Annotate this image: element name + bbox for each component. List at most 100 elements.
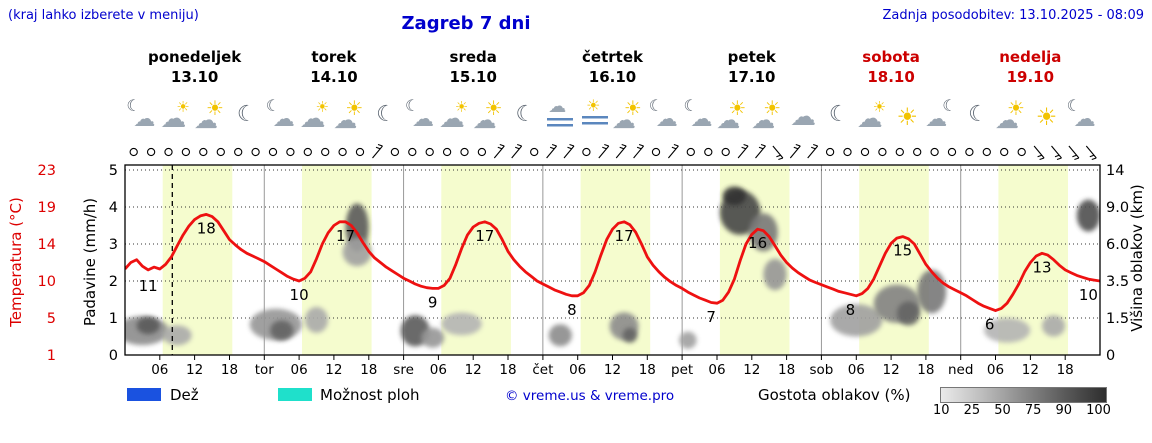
cloud-glyph: ☁ bbox=[272, 107, 295, 132]
menu-hint: (kraj lahko izberete v meniju) bbox=[8, 8, 199, 23]
cloud-glyph: ☁ bbox=[1073, 107, 1096, 132]
sun-glyph: ☀ bbox=[763, 96, 782, 120]
density-tick-label: 90 bbox=[1055, 403, 1073, 418]
temperature-value-label: 13 bbox=[1032, 258, 1051, 276]
wind-calm-symbol bbox=[408, 147, 417, 157]
sun-glyph: ☀ bbox=[315, 98, 329, 116]
cloud-glyph: ☁ bbox=[690, 107, 713, 132]
temperature-curve bbox=[125, 212, 1100, 313]
cloud-blob bbox=[270, 320, 294, 341]
sun-cloud-icon: ☀ ☁ bbox=[473, 98, 509, 136]
wind-barb-symbol bbox=[633, 143, 645, 159]
wind-calm-symbol bbox=[251, 147, 260, 157]
temp-tick-label: 23 bbox=[38, 163, 56, 179]
cloud-blob bbox=[917, 269, 947, 314]
x-tick-label: ned bbox=[948, 362, 973, 378]
x-tick-label: 18 bbox=[360, 362, 377, 378]
day-name: nedelja bbox=[999, 48, 1062, 66]
temp-tick-label: 14 bbox=[38, 237, 56, 253]
cloud-glyph: ☁ bbox=[333, 106, 358, 134]
x-tick-label: 12 bbox=[186, 362, 203, 378]
daylight-band bbox=[162, 165, 233, 355]
wind-calm-symbol bbox=[477, 147, 487, 157]
sun-glyph: ☀ bbox=[484, 96, 503, 120]
moon-glyph: ☾ bbox=[376, 102, 396, 127]
density-tick-label: 100 bbox=[1086, 403, 1111, 418]
cloud-glyph: ☁ bbox=[299, 104, 326, 134]
wind-calm-symbol bbox=[146, 147, 156, 157]
moon-icon: ☾ bbox=[368, 98, 404, 136]
precip-tick-label: 5 bbox=[109, 163, 118, 179]
wind-calm-symbol bbox=[355, 147, 365, 157]
sun-glyph: ☀ bbox=[1035, 103, 1058, 131]
cloud-glyph: ☁ bbox=[133, 107, 156, 132]
x-tick-label: 12 bbox=[883, 362, 900, 378]
wind-calm-symbol bbox=[860, 147, 870, 157]
wind-calm-symbol bbox=[930, 147, 939, 157]
day-name: sreda bbox=[449, 48, 497, 66]
wind-calm-symbol bbox=[1000, 147, 1009, 157]
temp-tick-label: 5 bbox=[47, 311, 56, 327]
cloud-tick-label: 6.0 bbox=[1106, 237, 1129, 253]
day-name: ponedeljek bbox=[148, 48, 242, 66]
cloud-blob bbox=[722, 186, 747, 206]
sun-glyph: ☀ bbox=[896, 103, 918, 131]
wind-barb-symbol bbox=[546, 143, 558, 159]
wind-calm-symbol bbox=[164, 147, 173, 157]
wind-calm-symbol bbox=[181, 147, 191, 157]
showers-legend-label: Možnost ploh bbox=[320, 386, 420, 404]
rain-legend-swatch bbox=[127, 388, 161, 401]
sun-glyph: ☀ bbox=[454, 98, 469, 116]
day-name: torek bbox=[311, 48, 357, 66]
cloud-glyph: ☁ bbox=[655, 107, 678, 132]
moon-icon: ☾ bbox=[960, 98, 996, 136]
temperature-value-label: 17 bbox=[475, 227, 494, 245]
day-name: sobota bbox=[862, 48, 920, 66]
cloud-layer bbox=[125, 186, 1100, 349]
wind-barb-symbol bbox=[1068, 145, 1080, 161]
day-date: 14.10 bbox=[310, 68, 358, 86]
x-tick-label: 06 bbox=[430, 362, 447, 378]
x-tick-label: tor bbox=[255, 362, 275, 378]
cloud-blob bbox=[421, 327, 445, 348]
wind-calm-symbol bbox=[286, 147, 295, 157]
temperature-value-label: 17 bbox=[615, 227, 634, 245]
sun-glyph: ☀ bbox=[1006, 96, 1025, 120]
density-tick-label: 25 bbox=[963, 403, 981, 418]
cloud-glyph: ☁ bbox=[716, 106, 741, 134]
wind-calm-symbol bbox=[913, 147, 922, 157]
x-tick-label: 12 bbox=[604, 362, 621, 378]
moon-glyph: ☾ bbox=[942, 96, 957, 115]
x-tick-label: 18 bbox=[917, 362, 934, 378]
wind-calm-symbol bbox=[825, 147, 835, 157]
wind-barb-symbol bbox=[493, 143, 505, 159]
wind-calm-symbol bbox=[843, 147, 852, 157]
wind-barb-symbol bbox=[615, 143, 627, 159]
wind-calm-symbol bbox=[460, 147, 469, 157]
temperature-value-label: 8 bbox=[846, 301, 856, 319]
cloud-blob bbox=[162, 325, 192, 346]
wind-barb-symbol bbox=[755, 143, 766, 159]
sun-glyph: ☀ bbox=[176, 98, 190, 116]
temperature-value-label: 7 bbox=[706, 308, 716, 326]
wind-calm-symbol bbox=[965, 147, 974, 157]
x-tick-label: sob bbox=[809, 362, 833, 378]
copyright-link[interactable]: © vreme.us & vreme.pro bbox=[505, 388, 675, 404]
wind-barb-symbol bbox=[772, 145, 784, 161]
wind-barb-symbol bbox=[511, 143, 523, 159]
day-date: 17.10 bbox=[728, 68, 776, 86]
x-tick-label: 18 bbox=[221, 362, 238, 378]
wind-barb-symbol bbox=[667, 143, 679, 159]
wind-calm-symbol bbox=[199, 147, 208, 157]
cloud-blob bbox=[1076, 199, 1100, 232]
cloud-blob bbox=[304, 306, 329, 333]
fog-icon: ☁ bbox=[542, 98, 578, 136]
cloud-blob bbox=[679, 331, 697, 349]
precip-tick-label: 0 bbox=[109, 348, 118, 364]
cloud-density-label: Gostota oblakov (%) bbox=[758, 386, 911, 404]
wind-barb-symbol bbox=[563, 143, 575, 159]
moon-glyph: ☾ bbox=[126, 96, 141, 115]
wind-calm-symbol bbox=[582, 147, 591, 157]
